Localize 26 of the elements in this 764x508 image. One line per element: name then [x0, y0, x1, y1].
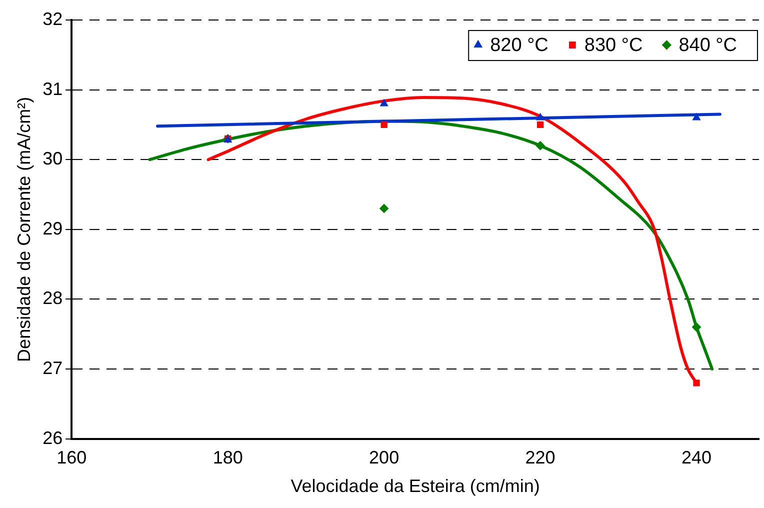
y-tick-label: 28 — [42, 288, 63, 308]
x-tick-label: 200 — [369, 448, 400, 468]
y-tick-label: 26 — [42, 428, 63, 448]
y-tick-label: 27 — [42, 358, 63, 378]
legend-label: 830 °C — [584, 35, 643, 56]
point — [380, 204, 389, 213]
point — [693, 380, 700, 386]
point — [380, 99, 388, 106]
point — [692, 113, 700, 120]
x-tick-label: 220 — [525, 448, 556, 468]
legend-label: 840 °C — [678, 35, 738, 56]
x-axis-title: Velocidade da Esteira (cm/min) — [290, 476, 540, 496]
point — [380, 121, 388, 128]
point — [536, 121, 544, 128]
legend-label: 820 °C — [490, 35, 548, 56]
point — [536, 141, 545, 150]
y-tick-label: 31 — [42, 78, 63, 99]
x-tick-label: 240 — [681, 448, 712, 468]
y-axis-title: Densidade de Corrente (mA/cm²) — [14, 96, 34, 362]
point — [692, 322, 702, 332]
y-tick-label: 30 — [42, 148, 63, 169]
x-tick-label: 160 — [56, 448, 87, 468]
x-tick-label: 180 — [212, 448, 243, 468]
point — [536, 113, 544, 120]
y-tick-label: 32 — [42, 8, 63, 29]
y-tick-label: 29 — [42, 218, 63, 238]
